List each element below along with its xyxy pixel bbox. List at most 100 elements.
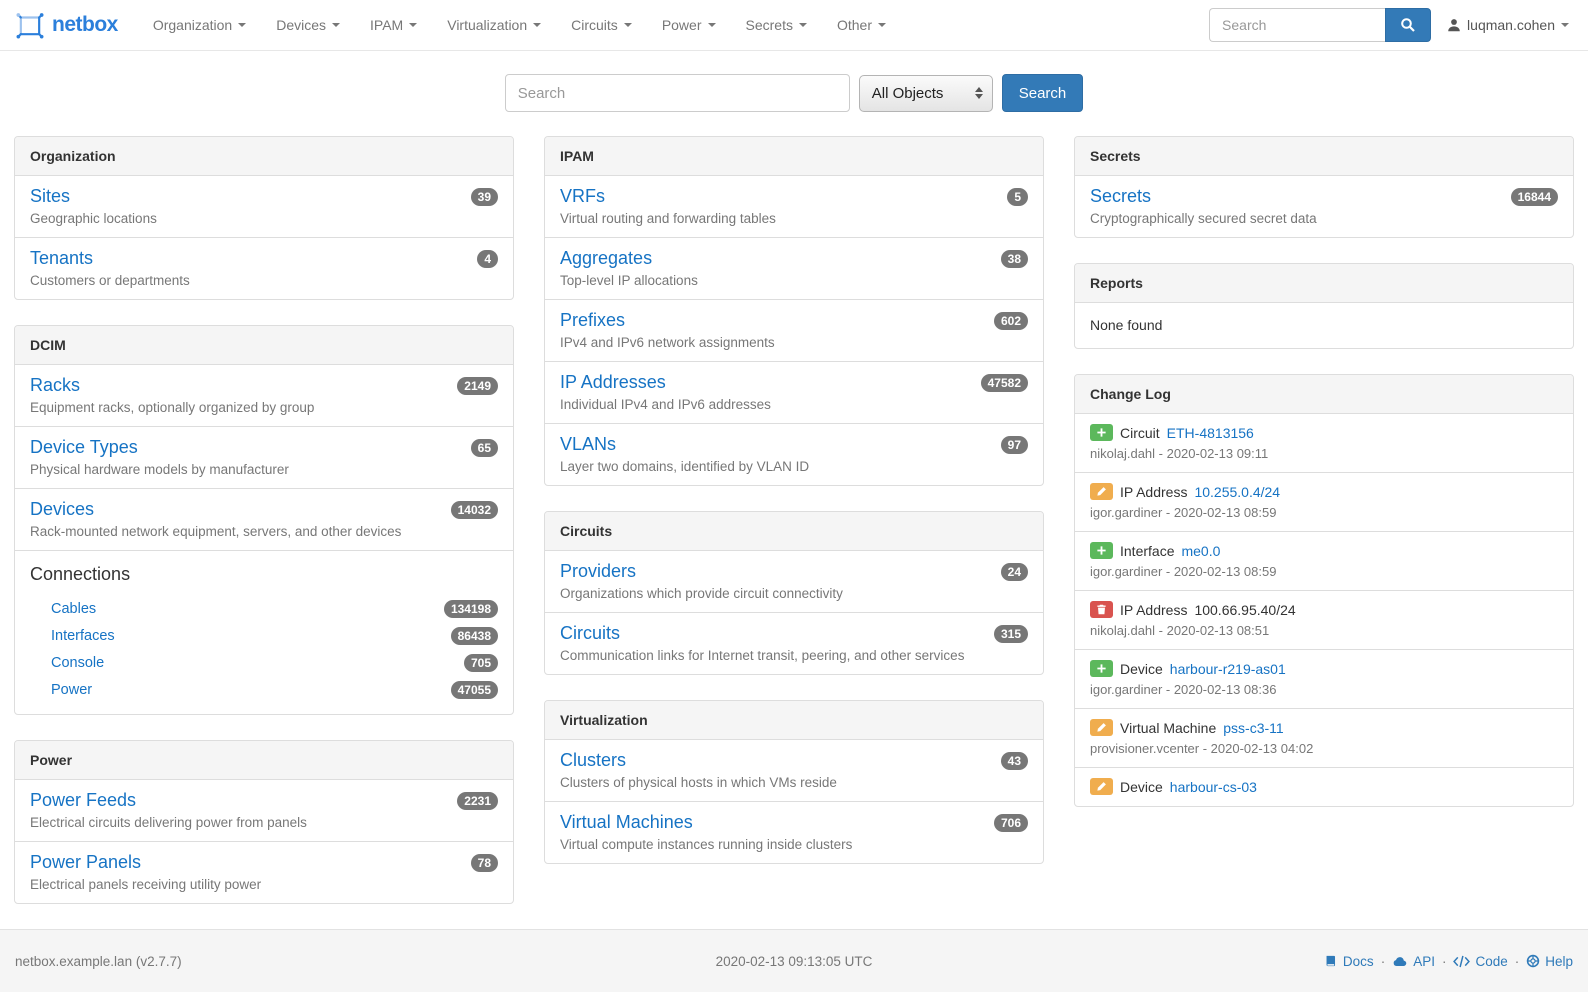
connection-link-cables[interactable]: Cables (51, 600, 97, 617)
count-badge: 24 (1000, 562, 1028, 581)
count-badge: 65 (470, 438, 498, 457)
list-item: Aggregates 38 Top-level IP allocations (545, 237, 1043, 299)
object-link[interactable]: pss-c3-11 (1223, 719, 1284, 736)
item-head: VRFs 5 (560, 186, 1028, 207)
item-link-power-feeds[interactable]: Power Feeds (30, 790, 137, 810)
nav-item-other[interactable]: Other (822, 0, 901, 50)
item-link-power-panels[interactable]: Power Panels (30, 852, 142, 872)
object-link[interactable]: 10.255.0.4/24 (1194, 483, 1281, 500)
object-type: Circuit (1120, 424, 1160, 441)
item-link-vlans[interactable]: VLANs (560, 434, 617, 454)
item-link-devices[interactable]: Devices (30, 499, 95, 519)
item-description: Individual IPv4 and IPv6 addresses (560, 397, 771, 412)
item-link-ip-addresses[interactable]: IP Addresses (560, 372, 666, 392)
item-description: Physical hardware models by manufacturer (30, 462, 289, 477)
changelog-entry-head: IP Address 100.66.95.40/24 (1090, 601, 1558, 618)
search-icon (1400, 17, 1416, 33)
panel-power: Power Power Feeds 2231 Electrical circuits … (14, 740, 514, 904)
nav-item-ipam[interactable]: IPAM (355, 0, 432, 50)
nav-item-virtualization[interactable]: Virtualization (432, 0, 556, 50)
chevron-down-icon (332, 23, 341, 27)
list-item: IP Addresses 47582 Individual IPv4 and IPv… (545, 361, 1043, 423)
panel-virtualization: Virtualization Clusters 43 Clusters of phys… (544, 700, 1044, 864)
list-item: Virtual Machines 706 Virtual compute insta… (545, 801, 1043, 863)
chevron-down-icon (623, 23, 632, 27)
changelog-entry: IP Address 100.66.95.40/24 nikolaj.dahl - … (1075, 590, 1573, 649)
count-badge: 602 (993, 311, 1028, 330)
user-menu[interactable]: luqman.cohen (1447, 17, 1573, 33)
footer-link-docs[interactable]: Docs (1324, 954, 1374, 969)
footer-link-label: Help (1545, 953, 1573, 969)
count-badge: 4 (477, 249, 498, 268)
connections-heading: Connections (30, 564, 131, 584)
item-head: Tenants 4 (30, 248, 498, 269)
connection-link-power[interactable]: Power (51, 681, 93, 698)
item-link-sites[interactable]: Sites (30, 186, 71, 206)
connection-link-interfaces[interactable]: Interfaces (51, 627, 115, 644)
list-item: Power Panels 78 Electrical panels receivin… (15, 841, 513, 903)
item-link-secrets[interactable]: Secrets (1090, 186, 1152, 206)
chevron-down-icon (238, 23, 247, 27)
nav-item-circuits[interactable]: Circuits (556, 0, 647, 50)
top-navbar: netbox Organization Devices IPAM Virtualiza… (0, 0, 1588, 51)
item-link-aggregates[interactable]: Aggregates (560, 248, 653, 268)
chevron-down-icon (409, 23, 418, 27)
search-scope-select[interactable]: All Objects (858, 74, 993, 112)
item-head: Aggregates 38 (560, 248, 1028, 269)
item-link-circuits[interactable]: Circuits (560, 623, 621, 643)
item-link-tenants[interactable]: Tenants (30, 248, 94, 268)
connection-link-console[interactable]: Console (51, 654, 105, 671)
global-search-input[interactable] (504, 74, 850, 112)
item-description: Geographic locations (30, 211, 157, 226)
item-link-racks[interactable]: Racks (30, 375, 81, 395)
username: luqman.cohen (1467, 17, 1555, 33)
item-link-virtual-machines[interactable]: Virtual Machines (560, 812, 693, 832)
create-icon (1090, 660, 1113, 677)
item-head: Providers 24 (560, 561, 1028, 582)
navbar-search (1209, 8, 1432, 42)
panel-title: Reports (1075, 264, 1573, 303)
dashboard-content: Organization Sites 39 Geographic locations T… (0, 136, 1588, 929)
item-head: Prefixes 602 (560, 310, 1028, 331)
netbox-brand[interactable]: netbox (15, 10, 118, 40)
item-head: Devices 14032 (30, 499, 498, 520)
item-link-providers[interactable]: Providers (560, 561, 637, 581)
list-item: Secrets 16844 Cryptographically secured se… (1075, 176, 1573, 237)
object-link[interactable]: me0.0 (1181, 542, 1221, 559)
footer-link-code[interactable]: Code (1453, 954, 1508, 969)
footer-links: Docs · API · Code · Help (1324, 954, 1573, 969)
list-item: Devices 14032 Rack-mounted network equipme… (15, 488, 513, 550)
global-search-button[interactable]: Search (1001, 74, 1084, 112)
panel-organization: Organization Sites 39 Geographic locations T… (14, 136, 514, 300)
object-link[interactable]: harbour-r219-as01 (1169, 660, 1286, 677)
item-description: Top-level IP allocations (560, 273, 698, 288)
count-badge: 5 (1007, 187, 1028, 206)
item-link-clusters[interactable]: Clusters (560, 750, 627, 770)
object-type: IP Address (1120, 601, 1188, 618)
item-description: Communication links for Internet transit… (560, 648, 965, 663)
item-link-device-types[interactable]: Device Types (30, 437, 138, 457)
nav-item-devices[interactable]: Devices (261, 0, 355, 50)
item-link-prefixes[interactable]: Prefixes (560, 310, 626, 330)
footer-link-api[interactable]: API (1392, 954, 1435, 969)
count-badge: 86438 (450, 626, 498, 645)
object-link[interactable]: ETH-4813156 (1166, 424, 1254, 441)
nav-item-organization[interactable]: Organization (138, 0, 261, 50)
edit-icon (1090, 483, 1113, 500)
object-link[interactable]: harbour-cs-03 (1169, 778, 1257, 795)
chevron-down-icon (707, 23, 716, 27)
item-description: Rack-mounted network equipment, servers,… (30, 524, 402, 539)
nav-item-secrets[interactable]: Secrets (731, 0, 822, 50)
search-scope-value: All Objects (871, 84, 944, 102)
netbox-logo-icon (15, 10, 45, 40)
navbar-search-input[interactable] (1209, 8, 1386, 42)
item-link-vrfs[interactable]: VRFs (560, 186, 605, 206)
page-footer: netbox.example.lan (v2.7.7) 2020-02-13 0… (0, 929, 1588, 992)
create-icon (1090, 542, 1113, 559)
count-badge: 2231 (457, 791, 498, 810)
navbar-search-button[interactable] (1385, 8, 1432, 42)
list-item: Tenants 4 Customers or departments (15, 237, 513, 299)
nav-item-power[interactable]: Power (647, 0, 731, 50)
nav-item-label: Virtualization (447, 17, 528, 33)
footer-link-help[interactable]: Help (1526, 954, 1573, 969)
